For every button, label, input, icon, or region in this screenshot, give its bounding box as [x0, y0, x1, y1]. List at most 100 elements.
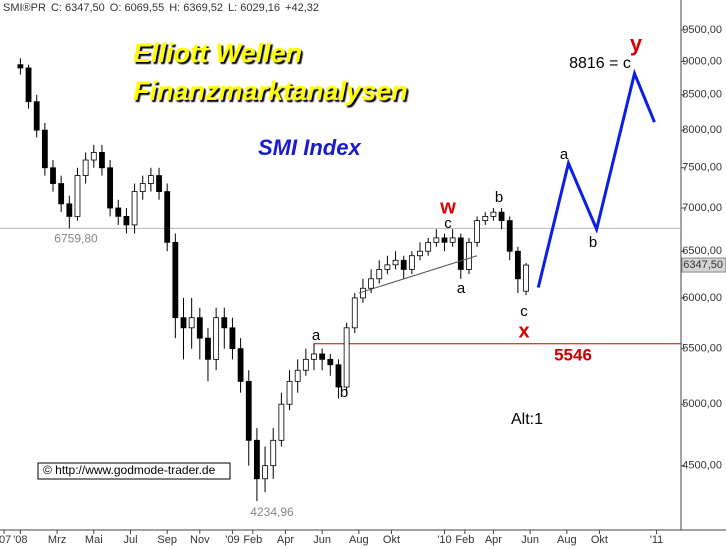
candle-body — [74, 175, 81, 217]
candle-body — [213, 317, 220, 360]
x-tick-label: Aug — [557, 534, 577, 546]
candle-body — [237, 348, 244, 382]
x-tick-label: Sep — [157, 534, 177, 546]
level-label: 5546 — [554, 345, 592, 364]
candle-body — [139, 183, 146, 192]
candle-body — [417, 250, 423, 257]
wave-label: c — [444, 215, 452, 232]
candle-body — [376, 269, 383, 280]
candle-body — [156, 175, 162, 192]
candle-body — [335, 364, 342, 388]
candle-body — [205, 337, 211, 360]
candle-body — [368, 278, 374, 289]
candle-body — [131, 191, 138, 226]
source-box — [37, 462, 231, 480]
candle-body — [25, 67, 32, 103]
source: © http://www.godmode-trader.de — [43, 463, 216, 477]
chart-title: Elliott Wellen — [133, 38, 302, 68]
candle-body — [319, 353, 326, 360]
candle-body — [327, 358, 334, 366]
wave-label: a — [560, 146, 569, 163]
candle-body — [302, 358, 309, 371]
candle-body — [115, 207, 122, 217]
wave-label: a — [312, 327, 321, 344]
candle-body — [90, 152, 97, 161]
wave-label: b — [589, 234, 597, 251]
candle-body — [17, 64, 24, 69]
y-tick-label: 7500,00 — [682, 162, 722, 174]
candle-body — [474, 220, 481, 243]
y-tick-label: 5500,00 — [682, 343, 722, 355]
candle-body — [196, 317, 203, 339]
wave-label: b — [340, 384, 348, 401]
y-tick-label: 4500,00 — [682, 460, 722, 472]
candle-body — [262, 465, 268, 480]
candle-body — [172, 241, 179, 319]
x-tick-label: Jun — [313, 534, 331, 546]
candle-body — [164, 191, 171, 243]
x-tick-label: Okt — [591, 534, 608, 546]
y-tick-label: 8000,00 — [682, 124, 722, 136]
x-tick-label: Okt — [383, 534, 400, 546]
wave-label: x — [518, 320, 529, 342]
y-tick-label: 6500,00 — [682, 245, 722, 257]
y-tick-label: 9500,00 — [682, 24, 722, 36]
y-tick-label: 9000,00 — [682, 55, 722, 67]
candle-body — [384, 264, 391, 270]
candle-body — [245, 380, 252, 441]
candle-body — [286, 380, 293, 405]
candle-body — [514, 250, 521, 280]
last-price-label: 6347,50 — [683, 259, 723, 271]
x-tick-label: Nov — [190, 534, 210, 546]
chart-subtitle: Finanzmarktanalysen — [133, 76, 408, 106]
x-tick-label: Jun — [521, 534, 539, 546]
y-tick-label: 6000,00 — [682, 292, 722, 304]
wave-label: Alt:1 — [511, 411, 543, 428]
candle-body — [41, 129, 48, 169]
candle-body — [400, 259, 407, 270]
x-tick-label: Apr — [277, 534, 294, 546]
candle-body — [482, 215, 489, 222]
candle-body — [229, 327, 236, 350]
candle-body — [33, 101, 40, 131]
trendline — [358, 255, 478, 294]
candle-body — [294, 369, 301, 382]
y-tick-label: 5000,00 — [682, 398, 722, 410]
level-label: 6759,80 — [54, 232, 98, 246]
x-tick-label: Feb — [243, 534, 262, 546]
wave-label: w — [439, 196, 456, 218]
x-tick-label: '09 — [225, 534, 239, 546]
x-tick-label: Apr — [485, 534, 502, 546]
wave-label: a — [457, 280, 466, 297]
candle-body — [408, 255, 415, 270]
wave-label: y — [630, 31, 643, 56]
x-tick-label: '10 — [437, 534, 451, 546]
x-tick-label: '07 — [0, 534, 11, 546]
candle-body — [123, 215, 130, 226]
candle-body — [147, 175, 154, 184]
candle-body — [506, 220, 513, 252]
index-label: SMI Index — [258, 135, 361, 160]
last-price-box — [681, 257, 726, 273]
candle-body — [392, 259, 399, 266]
header: SMI®PR C: 6347,50 O: 6069,55 H: 6369,52 L: 6… — [3, 2, 319, 14]
candle-body — [360, 287, 366, 299]
header-item: +42,32 — [285, 2, 319, 14]
candle-body — [311, 353, 317, 360]
header-item: O: 6069,55 — [110, 2, 164, 14]
candle-body — [523, 264, 529, 292]
low-label: 4234,96 — [250, 505, 294, 519]
candle-body — [58, 183, 65, 205]
x-tick-label: Aug — [349, 534, 369, 546]
wave-label: b — [495, 189, 503, 206]
candle-body — [351, 297, 358, 329]
header-item: L: 6029,16 — [228, 2, 280, 14]
candle-body — [50, 167, 56, 184]
candle-body — [449, 237, 456, 243]
x-tick-label: Jul — [123, 534, 137, 546]
x-tick-label: '11 — [650, 534, 664, 546]
candle-body — [457, 237, 464, 270]
x-tick-label: Mrz — [48, 534, 66, 546]
candle-body — [490, 211, 497, 217]
